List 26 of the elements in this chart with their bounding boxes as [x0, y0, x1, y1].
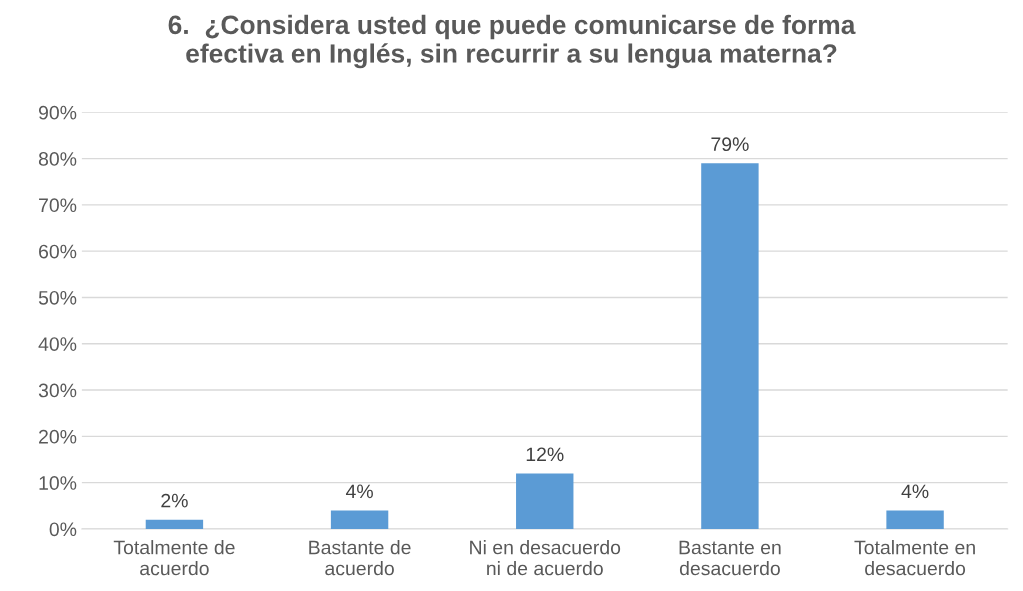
bar — [886, 510, 944, 529]
data-label: 79% — [711, 137, 749, 152]
data-label: 2% — [161, 493, 188, 508]
y-tick-label: 50% — [38, 290, 77, 305]
bar — [145, 519, 204, 529]
data-label: 12% — [526, 447, 564, 462]
y-tick-label: 10% — [39, 476, 77, 490]
y-tick-label: 60% — [39, 244, 77, 259]
x-tick-label: Ni en desacuerdo ni de acuerdo — [470, 540, 621, 576]
x-tick-label: Bastante de acuerdo — [309, 540, 411, 576]
data-label: 4% — [345, 484, 373, 499]
bar — [516, 473, 574, 529]
bar — [330, 510, 389, 529]
x-tick-label: Totalmente en desacuerdo — [854, 540, 975, 576]
y-tick-label: 20% — [39, 429, 77, 444]
x-tick-label: Bastante en desacuerdo — [679, 540, 781, 576]
y-tick-label: 40% — [38, 337, 77, 351]
x-tick-label: Totalmente de acuerdo — [113, 540, 235, 576]
data-label: 4% — [901, 484, 929, 499]
y-tick-label: 90% — [38, 105, 77, 120]
y-tick-label: 30% — [38, 383, 77, 398]
chart-title: 6. ¿Considera usted que puede comunicarse de forma efectiva en Inglés, sin recurrir a su lengua materna? — [168, 14, 856, 69]
y-tick-label: 70% — [39, 198, 77, 213]
y-tick-label: 0% — [49, 522, 77, 537]
y-tick-label: 80% — [38, 152, 77, 166]
bar — [701, 163, 759, 529]
